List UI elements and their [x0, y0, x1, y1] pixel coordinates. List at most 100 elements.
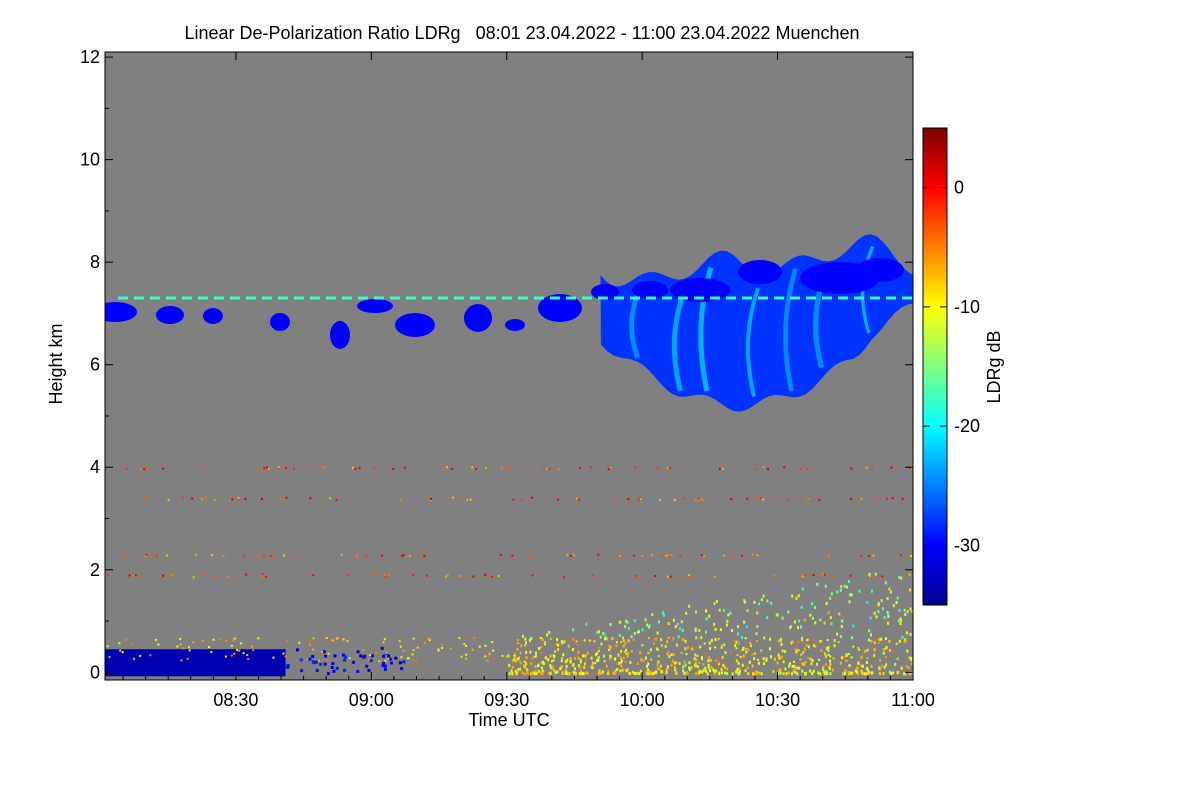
- aerosol-speck: [646, 664, 648, 668]
- aerosol-speck: [899, 617, 902, 621]
- noise-speck: [335, 498, 338, 501]
- cirrus-patch: [464, 304, 492, 332]
- aerosol-speck: [825, 670, 828, 674]
- noise-speck: [384, 574, 387, 577]
- noise-speck: [558, 468, 561, 471]
- aerosol-speck: [598, 671, 601, 675]
- noise-speck: [469, 498, 472, 501]
- aerosol-speck: [720, 644, 723, 648]
- noise-speck: [423, 553, 426, 556]
- aerosol-speck: [569, 657, 572, 660]
- aerosol-speck: [667, 650, 670, 653]
- aerosol-speck: [382, 654, 386, 658]
- aerosol-speck: [584, 662, 586, 666]
- aerosol-speck: [312, 647, 315, 650]
- noise-speck: [562, 576, 565, 579]
- aerosol-speck: [597, 656, 600, 660]
- aerosol-speck: [705, 630, 707, 634]
- aerosol-speck: [830, 592, 833, 596]
- aerosol-speck: [790, 625, 792, 629]
- aerosol-speck: [525, 662, 528, 666]
- aerosol-speck: [695, 636, 698, 640]
- aerosol-speck: [860, 655, 863, 659]
- aerosol-speck: [645, 671, 648, 675]
- aerosol-speck: [286, 665, 290, 669]
- aerosol-speck: [188, 646, 190, 649]
- aerosol-speck: [715, 669, 718, 673]
- x-tick-label: 10:00: [620, 690, 665, 710]
- noise-speck: [714, 575, 716, 578]
- aerosol-speck: [250, 645, 253, 648]
- aerosol-speck: [624, 660, 627, 663]
- noise-speck: [900, 554, 902, 557]
- aerosol-speck: [850, 656, 853, 659]
- aerosol-speck: [734, 644, 737, 648]
- noise-speck: [230, 498, 232, 501]
- aerosol-speck: [180, 659, 183, 662]
- aerosol-speck: [713, 672, 716, 676]
- aerosol-speck: [900, 666, 903, 670]
- aerosol-speck: [753, 600, 756, 604]
- noise-speck: [701, 498, 704, 501]
- aerosol-speck: [620, 656, 622, 660]
- aerosol-speck: [685, 611, 688, 615]
- aerosol-speck: [465, 645, 467, 647]
- aerosol-speck: [501, 654, 504, 657]
- noise-speck: [445, 575, 448, 578]
- aerosol-speck: [551, 665, 554, 669]
- aerosol-speck: [486, 659, 489, 662]
- aerosol-speck: [208, 646, 210, 648]
- aerosol-speck: [576, 644, 579, 647]
- aerosol-speck: [488, 652, 491, 655]
- aerosol-speck: [387, 658, 390, 660]
- aerosol-speck: [841, 619, 844, 623]
- aerosol-speck: [778, 656, 781, 660]
- aerosol-speck: [566, 658, 569, 661]
- aerosol-speck: [845, 659, 848, 662]
- noise-speck: [128, 574, 131, 577]
- aerosol-speck: [517, 642, 519, 645]
- noise-speck: [823, 573, 826, 576]
- aerosol-speck: [887, 612, 890, 616]
- aerosol-speck: [540, 646, 542, 649]
- aerosol-speck: [633, 631, 636, 635]
- aerosol-speck: [817, 671, 820, 675]
- aerosol-speck: [809, 613, 812, 617]
- cirrus-patch: [395, 313, 435, 337]
- noise-speck: [408, 554, 411, 557]
- x-axis-label: Time UTC: [468, 710, 549, 730]
- aerosol-speck: [884, 656, 887, 659]
- aerosol-speck: [840, 661, 842, 665]
- noise-speck: [822, 573, 824, 576]
- aerosol-speck: [505, 655, 508, 658]
- aerosol-speck: [578, 671, 581, 675]
- noise-speck: [531, 574, 534, 577]
- aerosol-speck: [402, 649, 405, 652]
- aerosol-speck: [656, 663, 659, 667]
- aerosol-speck: [666, 652, 669, 656]
- aerosol-speck: [672, 637, 674, 640]
- aerosol-speck: [384, 659, 387, 662]
- aerosol-speck: [492, 657, 495, 660]
- aerosol-speck: [710, 639, 713, 642]
- noise-speck: [754, 496, 757, 499]
- aerosol-speck: [860, 664, 863, 668]
- noise-speck: [635, 575, 638, 578]
- aerosol-speck: [516, 639, 519, 642]
- aerosol-speck: [897, 619, 900, 623]
- aerosol-speck: [867, 638, 870, 642]
- aerosol-speck: [675, 661, 678, 664]
- aerosol-speck: [125, 638, 128, 641]
- aerosol-speck: [681, 638, 684, 642]
- noise-speck: [471, 466, 474, 469]
- noise-speck: [890, 466, 893, 469]
- aerosol-speck: [814, 645, 817, 648]
- aerosol-speck: [855, 670, 858, 674]
- aerosol-speck: [541, 638, 544, 642]
- aerosol-speck: [565, 664, 568, 668]
- aerosol-speck: [825, 655, 828, 659]
- noise-speck: [607, 468, 610, 471]
- noise-speck: [107, 574, 110, 577]
- y-tick-label: 10: [80, 150, 100, 170]
